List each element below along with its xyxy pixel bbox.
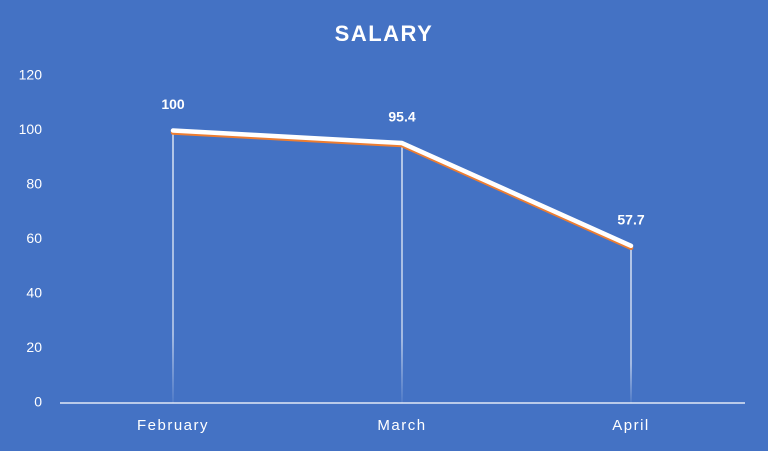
x-tick-label: April (612, 417, 650, 434)
chart-title: SALARY (335, 21, 434, 46)
drop-line (401, 143, 403, 403)
y-tick-label: 100 (19, 121, 43, 137)
y-tick-label: 20 (26, 339, 42, 355)
y-tick-label: 40 (26, 285, 42, 301)
drop-line (172, 130, 174, 403)
y-tick-label: 120 (19, 67, 43, 83)
y-tick-label: 0 (34, 394, 42, 410)
drop-line (630, 245, 632, 403)
x-tick-label: March (377, 417, 426, 434)
x-tick-label: February (137, 417, 209, 434)
y-tick-label: 60 (26, 230, 42, 246)
data-label: 100 (161, 96, 185, 112)
data-label: 57.7 (617, 211, 644, 227)
data-line (170, 128, 634, 249)
y-tick-label: 80 (26, 176, 42, 192)
data-label: 95.4 (388, 109, 415, 125)
